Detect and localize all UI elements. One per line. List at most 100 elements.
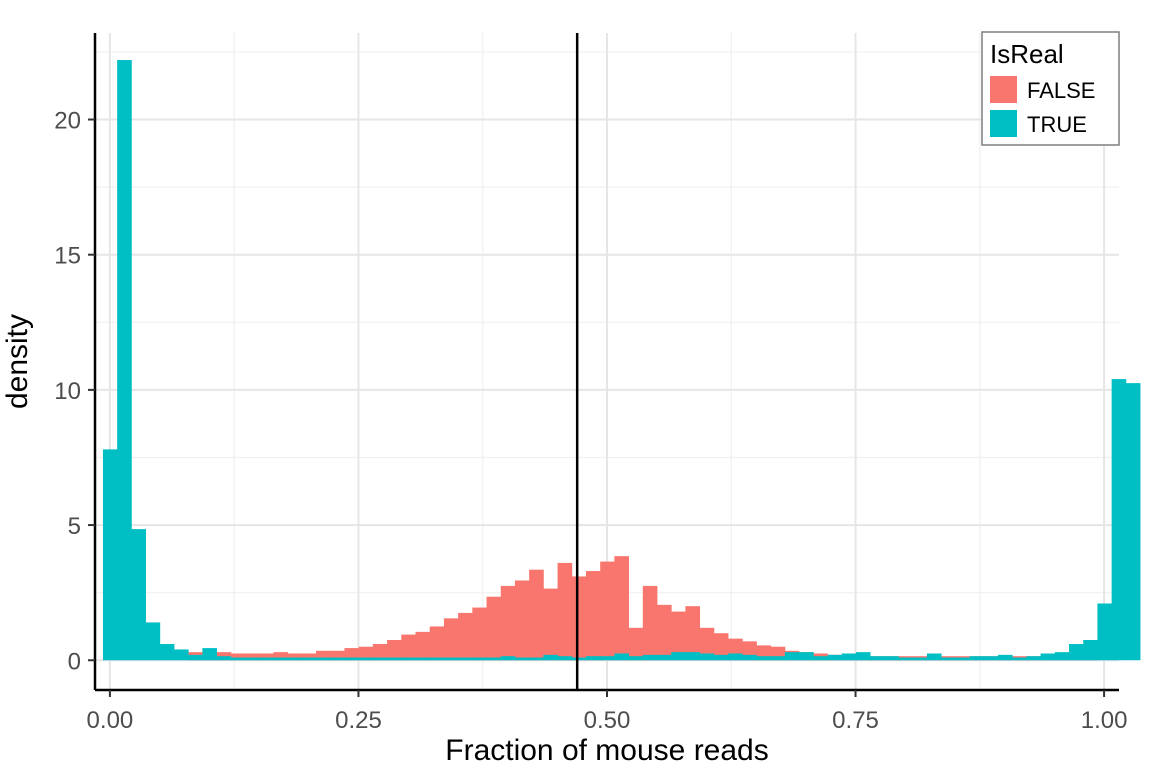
series-true-bars xyxy=(102,60,1141,661)
histogram-bar-false xyxy=(557,562,573,661)
histogram-bar-true xyxy=(401,657,416,661)
histogram-bar-true xyxy=(102,449,118,661)
histogram-bar-true xyxy=(358,657,374,661)
histogram-bar-false xyxy=(259,653,274,661)
y-tick-label: 20 xyxy=(54,108,81,135)
x-tick-label: 0.50 xyxy=(584,707,631,734)
histogram-bar-true xyxy=(216,656,232,661)
histogram-bar-true xyxy=(330,657,345,661)
histogram-bar-true xyxy=(870,656,885,661)
y-tick-label: 0 xyxy=(68,648,81,675)
histogram-bar-true xyxy=(202,648,218,661)
histogram-bar-false xyxy=(372,644,388,661)
histogram-bar-true xyxy=(912,657,928,661)
histogram-bar-true xyxy=(728,653,743,661)
histogram-bar-true xyxy=(997,654,1013,661)
histogram-bar-true xyxy=(600,656,615,661)
histogram-bar-true xyxy=(969,656,985,661)
grid-lines xyxy=(95,33,1119,690)
histogram-bar-false xyxy=(514,580,530,661)
histogram-bar-true xyxy=(827,654,843,661)
histogram-bar-true xyxy=(685,652,701,661)
histogram-bar-true xyxy=(713,654,729,661)
y-axis-title: density xyxy=(1,314,34,409)
histogram-bar-false xyxy=(230,653,246,661)
histogram-bar-false xyxy=(571,576,587,661)
histogram-bar-true xyxy=(926,653,942,661)
histogram-bar-false xyxy=(458,612,473,661)
histogram-bar-true xyxy=(159,644,175,661)
histogram-bar-true xyxy=(316,657,331,661)
histogram-bar-true xyxy=(245,657,260,661)
histogram-bar-false xyxy=(301,653,317,661)
histogram-bar-true xyxy=(301,657,317,661)
histogram-bar-true xyxy=(443,657,459,661)
histogram-bar-true xyxy=(1054,652,1070,661)
histogram-bar-true xyxy=(855,652,871,661)
histogram-bar-true xyxy=(429,657,445,661)
legend-key-false xyxy=(990,76,1017,103)
histogram-bar-false xyxy=(614,556,630,661)
histogram-bar-true xyxy=(1097,603,1113,661)
histogram-bar-true xyxy=(799,652,814,661)
histogram-bar-true xyxy=(784,652,800,661)
histogram-bar-true xyxy=(898,657,914,661)
histogram-bar-true xyxy=(1026,656,1041,661)
histogram-bar-true xyxy=(657,654,672,661)
histogram-bar-true xyxy=(1083,639,1098,661)
histogram-bar-false xyxy=(713,633,729,661)
histogram-bar-true xyxy=(230,657,246,661)
histogram-bar-true xyxy=(884,656,899,661)
histogram-bar-true xyxy=(742,654,757,661)
histogram-bar-false xyxy=(415,631,431,661)
histogram-bar-true xyxy=(145,622,161,661)
x-tick-label: 1.00 xyxy=(1081,707,1128,734)
histogram-bar-true xyxy=(699,653,715,661)
histogram-bar-false xyxy=(642,585,658,661)
histogram-bar-false xyxy=(585,571,601,661)
histogram-bar-false xyxy=(401,634,416,661)
histogram-bar-false xyxy=(330,650,345,661)
histogram-bar-false xyxy=(600,561,615,661)
y-tick-label: 10 xyxy=(54,378,81,405)
histogram-bar-true xyxy=(671,652,686,661)
histogram-bar-false xyxy=(529,569,544,661)
histogram-bar-false xyxy=(344,648,360,661)
histogram-bar-true xyxy=(415,657,431,661)
y-axis-ticks: 0 5 10 15 20 xyxy=(54,108,95,675)
legend-key-true xyxy=(990,110,1017,137)
histogram-bar-true xyxy=(941,657,956,661)
histogram-bar-true xyxy=(543,654,558,661)
histogram-bar-false xyxy=(699,627,715,661)
histogram-bar-false xyxy=(429,626,445,661)
histogram-bar-false xyxy=(628,627,644,661)
histogram-bar-true xyxy=(1125,383,1141,661)
histogram-bar-true xyxy=(500,656,516,661)
histogram-bar-true xyxy=(1069,644,1084,661)
histogram-bar-false xyxy=(316,650,331,661)
legend-title: IsReal xyxy=(990,39,1064,69)
histogram-bar-false xyxy=(685,606,701,661)
histogram-bar-true xyxy=(287,657,303,661)
legend: IsReal FALSE TRUE xyxy=(981,31,1120,146)
y-tick-label: 5 xyxy=(68,513,81,540)
x-tick-label: 0.25 xyxy=(335,707,382,734)
histogram-bar-false xyxy=(543,588,558,661)
histogram-bar-false xyxy=(387,639,402,661)
legend-label-true: TRUE xyxy=(1027,112,1087,137)
histogram-bar-false xyxy=(443,618,459,661)
histogram-bar-false xyxy=(472,607,487,661)
histogram-bar-true xyxy=(1012,657,1027,661)
histogram-bar-false xyxy=(358,646,374,661)
histogram-bar-true xyxy=(983,656,999,661)
histogram-bar-true xyxy=(131,529,146,661)
histogram-bar-false xyxy=(657,604,672,661)
histogram-bar-true xyxy=(770,656,786,661)
histogram-bar-true xyxy=(557,656,573,661)
histogram-bar-true xyxy=(756,656,772,661)
histogram-bar-true xyxy=(1040,653,1056,661)
histogram-bar-true xyxy=(472,657,487,661)
histogram-bar-true xyxy=(642,654,658,661)
histogram-bar-true xyxy=(585,656,601,661)
